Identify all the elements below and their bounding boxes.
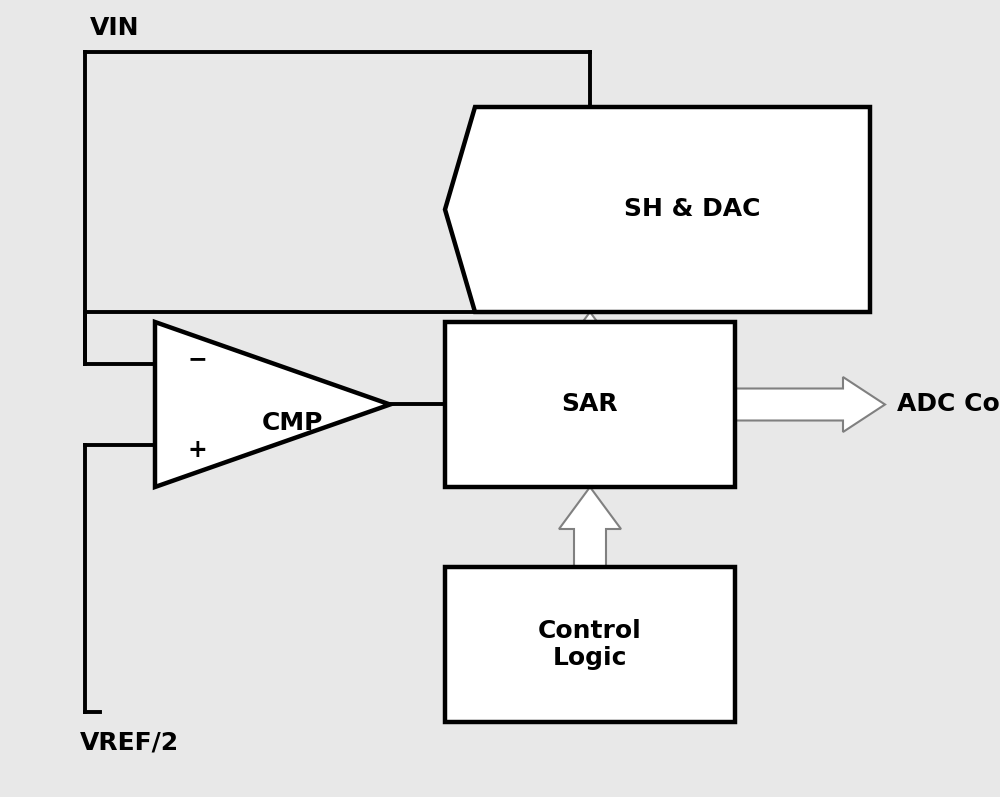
Text: VIN: VIN — [90, 16, 140, 40]
Polygon shape — [445, 107, 870, 312]
Text: SAR: SAR — [562, 392, 618, 417]
Polygon shape — [559, 312, 621, 354]
Text: +: + — [187, 438, 207, 462]
Bar — [445, 567, 735, 722]
Text: Control
Logic: Control Logic — [538, 618, 642, 670]
Polygon shape — [735, 377, 885, 432]
Text: −: − — [187, 347, 207, 371]
Text: CMP: CMP — [262, 410, 323, 434]
Polygon shape — [155, 322, 390, 487]
Text: SH & DAC: SH & DAC — [624, 198, 761, 222]
Text: VREF/2: VREF/2 — [80, 730, 179, 754]
Polygon shape — [559, 487, 621, 567]
Text: ADC Code: ADC Code — [897, 392, 1000, 417]
Bar — [445, 322, 735, 487]
